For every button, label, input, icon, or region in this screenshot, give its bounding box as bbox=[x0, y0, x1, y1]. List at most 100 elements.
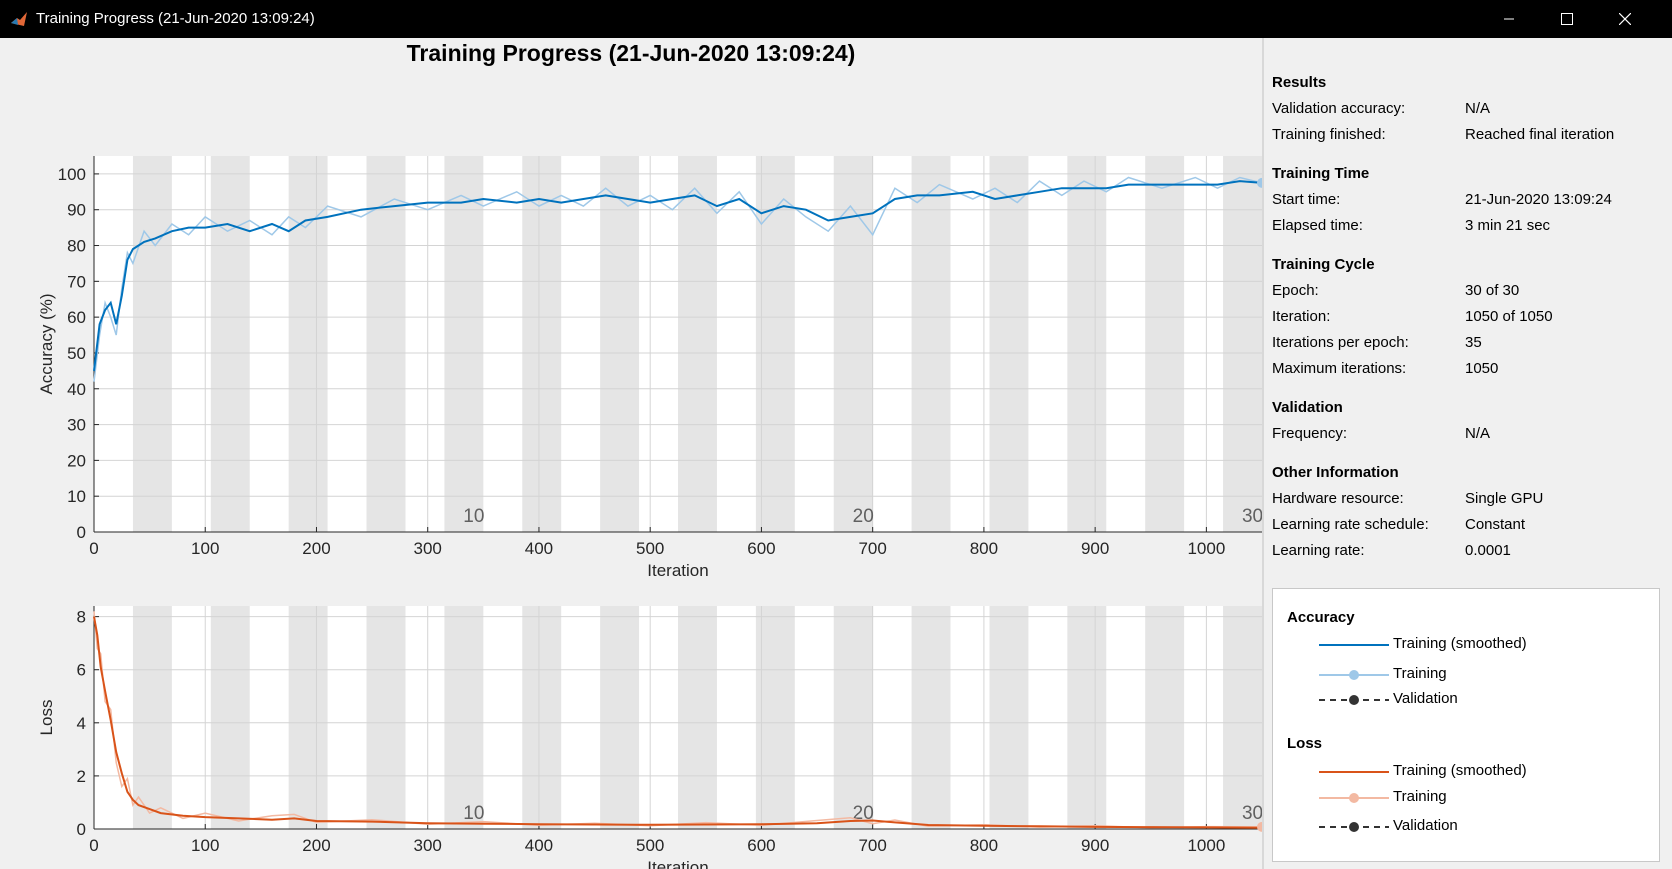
loss-epoch-band bbox=[1223, 606, 1262, 829]
accuracy-epoch-band bbox=[522, 156, 562, 532]
loss-y-tick-label: 0 bbox=[77, 820, 86, 839]
hardware-resource-label: Hardware resource: bbox=[1272, 490, 1404, 507]
iteration-value: 1050 of 1050 bbox=[1465, 308, 1553, 325]
accuracy-x-tick-label: 100 bbox=[191, 539, 219, 558]
learning-rate-schedule-label: Learning rate schedule: bbox=[1272, 516, 1429, 533]
accuracy-x-tick-label: 300 bbox=[414, 539, 442, 558]
accuracy-last-point-marker bbox=[1257, 177, 1262, 188]
loss-epoch-band bbox=[210, 606, 250, 829]
iterations-per-epoch-label: Iterations per epoch: bbox=[1272, 334, 1409, 351]
legend-accuracy-validation-line bbox=[1319, 695, 1389, 705]
validation-accuracy-value: N/A bbox=[1465, 100, 1491, 117]
loss-epoch-band bbox=[444, 606, 484, 829]
accuracy-epoch-label: 10 bbox=[463, 506, 484, 527]
accuracy-y-tick-label: 10 bbox=[67, 487, 86, 506]
loss-x-tick-label: 700 bbox=[858, 836, 886, 855]
legend-accuracy-smoothed-line bbox=[1319, 644, 1389, 646]
training-finished-label: Training finished: bbox=[1272, 126, 1386, 143]
learning-rate-schedule-value: Constant bbox=[1465, 516, 1526, 533]
loss-epoch-label: 10 bbox=[463, 803, 484, 824]
accuracy-y-tick-label: 20 bbox=[67, 451, 86, 470]
panel-divider bbox=[1262, 38, 1264, 869]
loss-y-axis-label: Loss bbox=[37, 700, 56, 736]
loss-epoch-band bbox=[911, 606, 951, 829]
accuracy-x-tick-label: 800 bbox=[970, 539, 998, 558]
validation-accuracy-label: Validation accuracy: bbox=[1272, 100, 1406, 117]
loss-y-tick-label: 2 bbox=[77, 767, 86, 786]
accuracy-x-tick-label: 400 bbox=[525, 539, 553, 558]
loss-x-axis-label: Iteration bbox=[647, 858, 708, 869]
accuracy-epoch-band bbox=[210, 156, 250, 532]
training-time-heading: Training Time bbox=[1272, 165, 1370, 182]
maximum-iterations-value: 1050 bbox=[1465, 360, 1499, 377]
iterations-per-epoch-value: 35 bbox=[1465, 334, 1482, 351]
loss-epoch-band bbox=[366, 606, 406, 829]
accuracy-y-tick-label: 80 bbox=[67, 237, 86, 256]
accuracy-x-tick-label: 600 bbox=[747, 539, 775, 558]
legend-loss-smoothed-label: Training (smoothed) bbox=[1393, 762, 1527, 779]
loss-x-tick-label: 0 bbox=[89, 836, 98, 855]
validation-heading: Validation bbox=[1272, 399, 1343, 416]
loss-epoch-band bbox=[1067, 606, 1107, 829]
page-title: Training Progress (21-Jun-2020 13:09:24) bbox=[406, 40, 856, 66]
accuracy-x-axis-label: Iteration bbox=[647, 561, 708, 578]
accuracy-x-tick-label: 700 bbox=[858, 539, 886, 558]
accuracy-epoch-band bbox=[600, 156, 640, 532]
accuracy-y-tick-label: 50 bbox=[67, 344, 86, 363]
loss-training-line bbox=[93, 611, 1262, 829]
loss-x-tick-label: 900 bbox=[1081, 836, 1109, 855]
accuracy-training-line bbox=[93, 176, 1262, 382]
loss-epoch-band bbox=[833, 606, 873, 829]
loss-x-tick-label: 800 bbox=[970, 836, 998, 855]
loss-y-tick-label: 6 bbox=[77, 661, 86, 680]
loss-training-smoothed-line bbox=[93, 616, 1262, 829]
hardware-resource-value: Single GPU bbox=[1465, 490, 1544, 507]
elapsed-time-value: 3 min 21 sec bbox=[1465, 217, 1551, 234]
accuracy-epoch-band bbox=[1145, 156, 1185, 532]
loss-epoch-band bbox=[600, 606, 640, 829]
loss-x-tick-label: 600 bbox=[747, 836, 775, 855]
accuracy-x-tick-label: 200 bbox=[302, 539, 330, 558]
minimize-icon bbox=[1504, 18, 1514, 20]
accuracy-epoch-band bbox=[1223, 156, 1262, 532]
matlab-logo-icon bbox=[11, 12, 27, 26]
loss-last-point-marker bbox=[1257, 821, 1262, 832]
info-panel: Results Validation accuracy: N/A Trainin… bbox=[1264, 38, 1672, 869]
maximize-icon bbox=[1561, 13, 1573, 25]
accuracy-epoch-band bbox=[911, 156, 951, 532]
legend-loss-validation-label: Validation bbox=[1393, 817, 1458, 834]
accuracy-y-tick-label: 0 bbox=[77, 523, 86, 542]
legend-loss-training-label: Training bbox=[1393, 788, 1447, 805]
results-heading: Results bbox=[1272, 74, 1327, 91]
accuracy-epoch-band bbox=[1067, 156, 1107, 532]
loss-x-tick-label: 1000 bbox=[1187, 836, 1225, 855]
loss-chart: 0 2 4 6 8 0 100 200 300 400 500 600 700 800 900 1000 Ite… bbox=[37, 606, 1262, 869]
legend-loss-training-line bbox=[1319, 793, 1389, 803]
window-title: Training Progress (21-Jun-2020 13:09:24) bbox=[36, 10, 315, 27]
legend-loss-heading: Loss bbox=[1287, 735, 1323, 752]
loss-x-tick-label: 100 bbox=[191, 836, 219, 855]
loss-epoch-band bbox=[522, 606, 562, 829]
maximum-iterations-label: Maximum iterations: bbox=[1272, 360, 1407, 377]
other-information-heading: Other Information bbox=[1272, 464, 1399, 481]
close-button[interactable] bbox=[1596, 0, 1654, 38]
minimize-button[interactable] bbox=[1480, 0, 1538, 38]
loss-y-tick-label: 4 bbox=[77, 714, 86, 733]
accuracy-y-tick-label: 100 bbox=[58, 165, 86, 184]
loss-epoch-band bbox=[1145, 606, 1185, 829]
accuracy-epoch-label: 30 bbox=[1242, 506, 1262, 527]
accuracy-epoch-band bbox=[989, 156, 1029, 532]
legend-loss-validation-line bbox=[1319, 822, 1389, 832]
frequency-label: Frequency: bbox=[1272, 425, 1348, 442]
accuracy-y-tick-label: 90 bbox=[67, 201, 86, 220]
loss-epoch-band bbox=[678, 606, 717, 829]
loss-x-tick-label: 400 bbox=[525, 836, 553, 855]
legend-accuracy-smoothed-label: Training (smoothed) bbox=[1393, 635, 1527, 652]
accuracy-x-tick-label: 0 bbox=[89, 539, 98, 558]
loss-y-tick-label: 8 bbox=[77, 608, 86, 627]
loss-epoch-band bbox=[989, 606, 1029, 829]
accuracy-x-tick-label: 1000 bbox=[1187, 539, 1225, 558]
training-finished-value: Reached final iteration bbox=[1465, 126, 1615, 143]
maximize-button[interactable] bbox=[1538, 0, 1596, 38]
legend-accuracy-validation-label: Validation bbox=[1393, 690, 1458, 707]
